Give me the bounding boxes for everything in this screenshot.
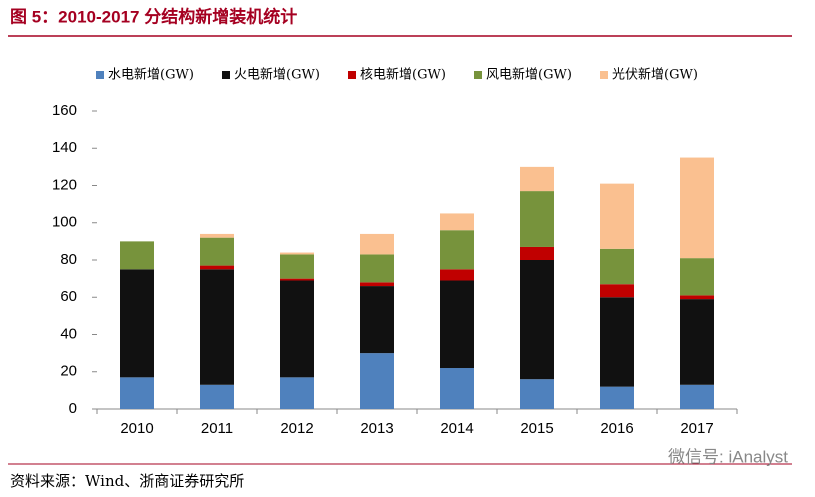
y-tick-label: 160 bbox=[52, 102, 77, 119]
bar-segment bbox=[360, 233, 394, 255]
y-tick-label: 40 bbox=[60, 325, 77, 342]
y-tick-label: 80 bbox=[60, 251, 77, 268]
bar-segment bbox=[280, 280, 314, 378]
bar-segment bbox=[600, 284, 634, 298]
bar-segment bbox=[440, 280, 474, 369]
y-tick-label: 140 bbox=[52, 139, 77, 156]
legend-label: 火电新增(GW) bbox=[234, 67, 320, 83]
bar-segment bbox=[440, 230, 474, 270]
bar-segment bbox=[200, 269, 234, 385]
legend-label: 光伏新增(GW) bbox=[612, 67, 698, 83]
bar-segment bbox=[600, 183, 634, 249]
x-tick-label: 2014 bbox=[440, 420, 473, 437]
bar-segment bbox=[200, 233, 234, 238]
legend-swatch bbox=[222, 71, 230, 79]
chart-title: 图 5：2010-2017 分结构新增装机统计 bbox=[10, 6, 297, 26]
y-tick-label: 120 bbox=[52, 176, 77, 193]
bar-segment bbox=[280, 254, 314, 279]
bar-segment bbox=[120, 241, 154, 270]
bar-segment bbox=[680, 258, 714, 296]
bar-segment bbox=[520, 260, 554, 380]
watermark: 微信号: iAnalyst bbox=[668, 447, 788, 466]
bar-segment bbox=[600, 248, 634, 285]
bar-segment bbox=[280, 252, 314, 255]
bar-segment bbox=[440, 213, 474, 231]
bar-segment bbox=[120, 377, 154, 409]
legend-swatch bbox=[474, 71, 482, 79]
source-note: 资料来源：Wind、浙商证券研究所 bbox=[10, 472, 244, 490]
legend-label: 水电新增(GW) bbox=[108, 67, 194, 83]
legend-label: 风电新增(GW) bbox=[486, 67, 572, 83]
legend-swatch bbox=[96, 71, 104, 79]
legend-label: 核电新增(GW) bbox=[360, 67, 446, 83]
bar-segment bbox=[680, 384, 714, 409]
x-tick-label: 2012 bbox=[280, 420, 313, 437]
bar-segment bbox=[360, 282, 394, 287]
legend-swatch bbox=[348, 71, 356, 79]
bar-segment bbox=[600, 386, 634, 409]
bar-segment bbox=[440, 269, 474, 281]
x-tick-label: 2011 bbox=[201, 420, 233, 437]
bar-segment bbox=[520, 379, 554, 409]
bar-segment bbox=[360, 286, 394, 354]
bar-segment bbox=[440, 368, 474, 409]
bar-segment bbox=[360, 254, 394, 283]
bar-segment bbox=[520, 246, 554, 260]
bar-segment bbox=[120, 269, 154, 378]
bar-segment bbox=[680, 295, 714, 300]
bar-segment bbox=[200, 237, 234, 266]
x-tick-label: 2010 bbox=[120, 420, 153, 437]
bar-segment bbox=[200, 265, 234, 270]
y-tick-label: 0 bbox=[69, 400, 77, 417]
x-tick-label: 2015 bbox=[520, 420, 553, 437]
bar-segment bbox=[280, 377, 314, 409]
bar-segment bbox=[360, 353, 394, 409]
bar-segment bbox=[520, 166, 554, 192]
bar-segment bbox=[520, 191, 554, 247]
legend-swatch bbox=[600, 71, 608, 79]
bar-segment bbox=[200, 384, 234, 409]
bar-segment bbox=[600, 297, 634, 387]
y-tick-label: 60 bbox=[60, 288, 77, 305]
x-tick-label: 2013 bbox=[360, 420, 393, 437]
bar-segment bbox=[280, 278, 314, 281]
x-tick-label: 2017 bbox=[680, 420, 713, 437]
bar-segment bbox=[680, 299, 714, 385]
y-tick-label: 20 bbox=[60, 363, 77, 380]
y-tick-label: 100 bbox=[52, 214, 77, 231]
bar-segment bbox=[680, 157, 714, 259]
x-tick-label: 2016 bbox=[600, 420, 633, 437]
